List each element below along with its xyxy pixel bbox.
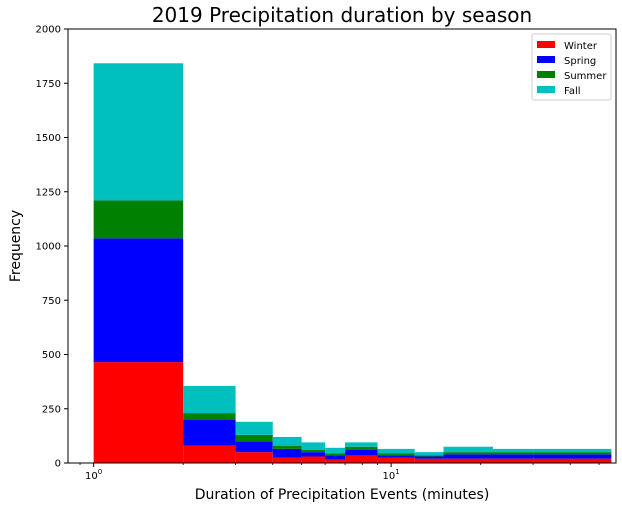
bar-winter-bin-6 — [345, 455, 378, 463]
bar-spring-bin-2 — [235, 441, 273, 453]
bar-winter-bin-9 — [443, 458, 494, 463]
y-tick-label: 250 — [42, 404, 61, 415]
bar-winter-bin-3 — [272, 457, 302, 463]
bar-fall-bin-5 — [325, 447, 346, 454]
bar-winter-bin-8 — [414, 458, 444, 463]
bar-spring-bin-7 — [377, 455, 415, 458]
bar-summer-bin-4 — [301, 449, 326, 453]
bar-fall-bin-2 — [235, 421, 273, 435]
legend-swatch-summer — [537, 71, 555, 78]
bar-fall-bin-7 — [377, 448, 415, 454]
bar-spring-bin-8 — [414, 456, 444, 459]
bar-summer-bin-2 — [235, 434, 273, 442]
bar-fall-bin-11 — [533, 448, 612, 453]
legend-label-spring: Spring — [564, 56, 596, 67]
bar-fall-bin-8 — [414, 452, 444, 456]
bar-fall-bin-1 — [183, 385, 236, 414]
bar-spring-bin-6 — [345, 449, 378, 456]
bar-winter-bin-1 — [183, 445, 236, 463]
y-tick-label: 500 — [42, 350, 61, 361]
bar-summer-bin-11 — [533, 452, 612, 455]
x-tick-label: 100 — [85, 468, 102, 482]
bar-summer-bin-3 — [272, 445, 302, 449]
bar-winter-bin-10 — [493, 458, 534, 463]
legend-label-summer: Summer — [564, 71, 607, 82]
y-tick-label: 750 — [42, 296, 61, 307]
bar-spring-bin-3 — [272, 448, 302, 458]
bar-summer-bin-6 — [345, 446, 378, 450]
bars-layer — [93, 63, 612, 463]
bar-winter-bin-5 — [325, 459, 346, 463]
bar-winter-bin-11 — [533, 458, 612, 463]
legend-label-winter: Winter — [564, 41, 598, 52]
bar-winter-bin-0 — [93, 362, 184, 463]
y-tick-label: 0 — [55, 459, 61, 470]
legend-swatch-fall — [537, 86, 555, 93]
bar-summer-bin-5 — [325, 453, 346, 456]
bar-fall-bin-9 — [443, 446, 494, 453]
y-tick-label: 2000 — [36, 25, 61, 36]
y-tick-label: 1750 — [36, 79, 61, 90]
bar-winter-bin-4 — [301, 456, 326, 463]
bar-fall-bin-3 — [272, 436, 302, 446]
x-axis-label: Duration of Precipitation Events (minute… — [195, 487, 490, 503]
y-tick-label: 1250 — [36, 187, 61, 198]
bar-fall-bin-6 — [345, 442, 378, 447]
legend-swatch-spring — [537, 56, 555, 63]
bar-spring-bin-9 — [443, 454, 494, 459]
bar-summer-bin-9 — [443, 452, 494, 455]
chart-title: 2019 Precipitation duration by season — [152, 3, 532, 27]
bar-summer-bin-10 — [493, 452, 534, 455]
bar-fall-bin-10 — [493, 448, 534, 453]
y-axis-label: Frequency — [8, 210, 24, 282]
bar-spring-bin-11 — [533, 454, 612, 459]
x-tick-label: 101 — [383, 468, 400, 482]
y-tick-label: 1500 — [36, 133, 61, 144]
bar-winter-bin-7 — [377, 457, 415, 463]
bar-spring-bin-1 — [183, 419, 236, 446]
legend-box — [531, 33, 612, 101]
bar-fall-bin-0 — [93, 63, 184, 201]
legend-label-fall: Fall — [564, 86, 581, 97]
axis-ticks: 0 250 500 750 1000 1250 1500 1750 2000 100 101 — [36, 25, 600, 482]
bar-winter-bin-2 — [235, 452, 273, 463]
bar-spring-bin-0 — [93, 238, 184, 363]
bar-fall-bin-4 — [301, 442, 326, 450]
legend: Winter Spring Summer Fall — [531, 33, 612, 101]
bar-spring-bin-5 — [325, 455, 346, 460]
bar-summer-bin-0 — [93, 200, 184, 239]
bar-summer-bin-8 — [414, 455, 444, 457]
y-tick-label: 1000 — [36, 242, 61, 253]
bar-spring-bin-10 — [493, 454, 534, 459]
bar-spring-bin-4 — [301, 452, 326, 457]
bar-summer-bin-7 — [377, 453, 415, 456]
bar-summer-bin-1 — [183, 413, 236, 420]
legend-swatch-winter — [537, 41, 555, 48]
